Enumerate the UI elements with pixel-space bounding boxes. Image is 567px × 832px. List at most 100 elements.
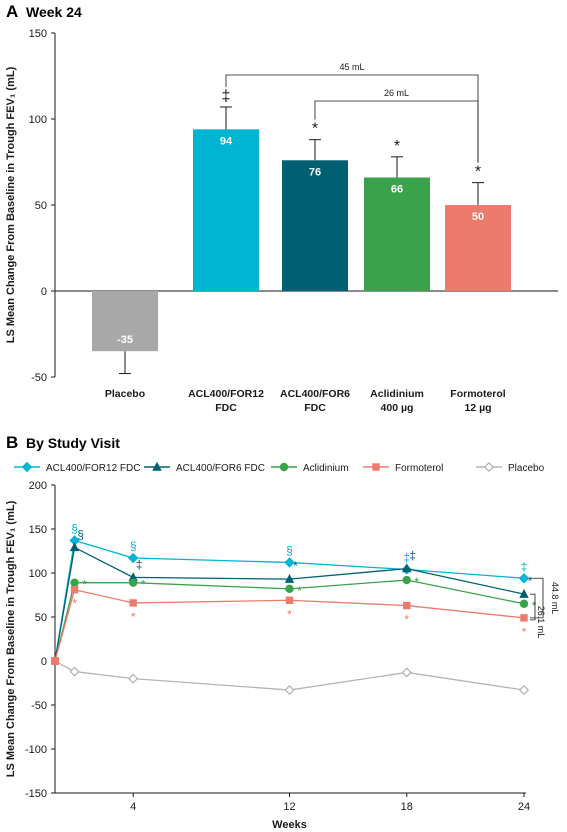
panel-b-letter: B xyxy=(6,433,18,452)
significance-mark: * xyxy=(312,121,318,138)
data-point xyxy=(129,599,137,607)
significance-mark: § xyxy=(130,539,137,553)
significance-mark: * xyxy=(394,138,400,155)
legend-marker xyxy=(21,461,33,473)
significance-mark: * xyxy=(404,613,409,627)
legend-marker xyxy=(483,461,495,473)
data-point xyxy=(402,563,412,573)
bar-value-label: -35 xyxy=(117,334,133,346)
data-point xyxy=(518,573,530,584)
significance-mark: * xyxy=(528,574,533,588)
comparison-bracket xyxy=(530,593,536,621)
y-tick-label: 150 xyxy=(29,28,47,40)
data-point xyxy=(402,575,411,585)
category-label: Aclidinium xyxy=(370,388,424,400)
data-point xyxy=(128,572,138,582)
significance-mark: § xyxy=(71,521,78,535)
series-line xyxy=(54,546,525,662)
x-tick-label: 18 xyxy=(401,801,413,813)
line-chart: ACL400/FOR12 FDC ACL400/FOR6 FDC Aclidiniu… xyxy=(5,461,560,831)
significance-mark: * xyxy=(141,578,146,592)
data-point xyxy=(403,601,411,610)
category-label: Formoterol xyxy=(450,388,506,400)
category-label: Placebo xyxy=(105,388,145,400)
data-point xyxy=(518,684,530,696)
panel-a-title: Week 24 xyxy=(26,4,82,20)
significance-mark: ‡ xyxy=(521,559,528,573)
significance-mark: § xyxy=(77,527,84,541)
comparison-bracket xyxy=(225,74,479,163)
series-line xyxy=(54,579,525,662)
y-tick-label: -150 xyxy=(25,788,47,800)
data-point xyxy=(284,573,295,583)
legend-label: Aclidinium xyxy=(303,463,349,474)
significance-mark: § xyxy=(286,543,293,557)
y-axis-title: LS Mean Change From Baseline in Trough F… xyxy=(5,500,17,777)
legend-label: Placebo xyxy=(508,463,545,474)
y-axis-title: LS Mean Change From Baseline in Trough F… xyxy=(5,66,17,343)
data-point xyxy=(285,584,294,594)
x-axis-title: Weeks xyxy=(272,819,307,831)
category-label: FDC xyxy=(304,402,326,414)
bracket-label: 26.1 mL xyxy=(536,606,546,639)
y-tick-label: 0 xyxy=(41,656,47,668)
legend-label: ACL400/FOR12 FDC xyxy=(46,463,140,474)
legend-marker xyxy=(372,463,380,471)
series-line xyxy=(54,588,525,662)
significance-mark: ‡ xyxy=(409,549,416,563)
significance-mark: * xyxy=(131,610,136,624)
bar-value-label: 76 xyxy=(309,166,321,178)
category-label: ACL400/FOR12 xyxy=(188,388,264,400)
category-label: 12 µg xyxy=(464,402,491,414)
significance-mark: * xyxy=(414,575,419,589)
data-point xyxy=(69,666,80,677)
x-tick-label: 24 xyxy=(518,801,530,813)
series-line xyxy=(54,539,525,662)
y-tick-label: 0 xyxy=(41,286,47,298)
comparison-bracket xyxy=(530,577,544,619)
bracket-label: 26 mL xyxy=(384,88,409,98)
significance-mark: * xyxy=(287,607,292,621)
category-label: FDC xyxy=(215,402,237,414)
significance-mark: * xyxy=(475,164,481,181)
legend-label: ACL400/FOR6 FDC xyxy=(176,463,265,474)
y-tick-label: 150 xyxy=(29,524,47,536)
y-tick-label: 100 xyxy=(29,114,47,126)
significance-mark: * xyxy=(297,584,302,598)
bar xyxy=(364,177,430,291)
y-tick-label: -100 xyxy=(25,744,47,756)
bar xyxy=(445,205,511,291)
data-point xyxy=(128,578,138,587)
legend-label: Formoterol xyxy=(395,463,443,474)
data-point xyxy=(519,588,529,598)
data-point xyxy=(284,684,295,696)
significance-mark: * xyxy=(82,578,87,592)
data-point xyxy=(520,614,528,622)
data-point xyxy=(70,586,79,594)
bracket-label: 45 mL xyxy=(339,62,364,72)
bar-value-label: 94 xyxy=(220,135,233,147)
panel-b-title: By Study Visit xyxy=(26,435,120,451)
significance-mark: * xyxy=(522,625,527,639)
y-tick-label: 50 xyxy=(35,612,47,624)
data-point xyxy=(127,552,139,564)
category-label: ACL400/FOR6 xyxy=(280,388,350,400)
y-tick-label: 100 xyxy=(29,568,47,580)
data-point xyxy=(69,542,80,552)
y-tick-label: 200 xyxy=(29,480,47,492)
y-tick-label: -50 xyxy=(31,700,47,712)
panel-a-letter: A xyxy=(6,2,18,21)
data-point xyxy=(519,599,529,608)
bar xyxy=(92,291,158,352)
x-tick-label: 4 xyxy=(130,801,136,813)
legend-marker xyxy=(279,462,289,472)
bar-chart: -50 0 50 100 150 LS Mean Change From Baseline… xyxy=(5,28,558,414)
data-point xyxy=(285,596,294,604)
significance-mark: * xyxy=(293,559,298,573)
bar xyxy=(193,129,259,291)
significance-mark: * xyxy=(72,597,77,611)
y-tick-label: 50 xyxy=(35,200,47,212)
data-point xyxy=(51,657,59,665)
x-tick-label: 12 xyxy=(283,801,295,813)
